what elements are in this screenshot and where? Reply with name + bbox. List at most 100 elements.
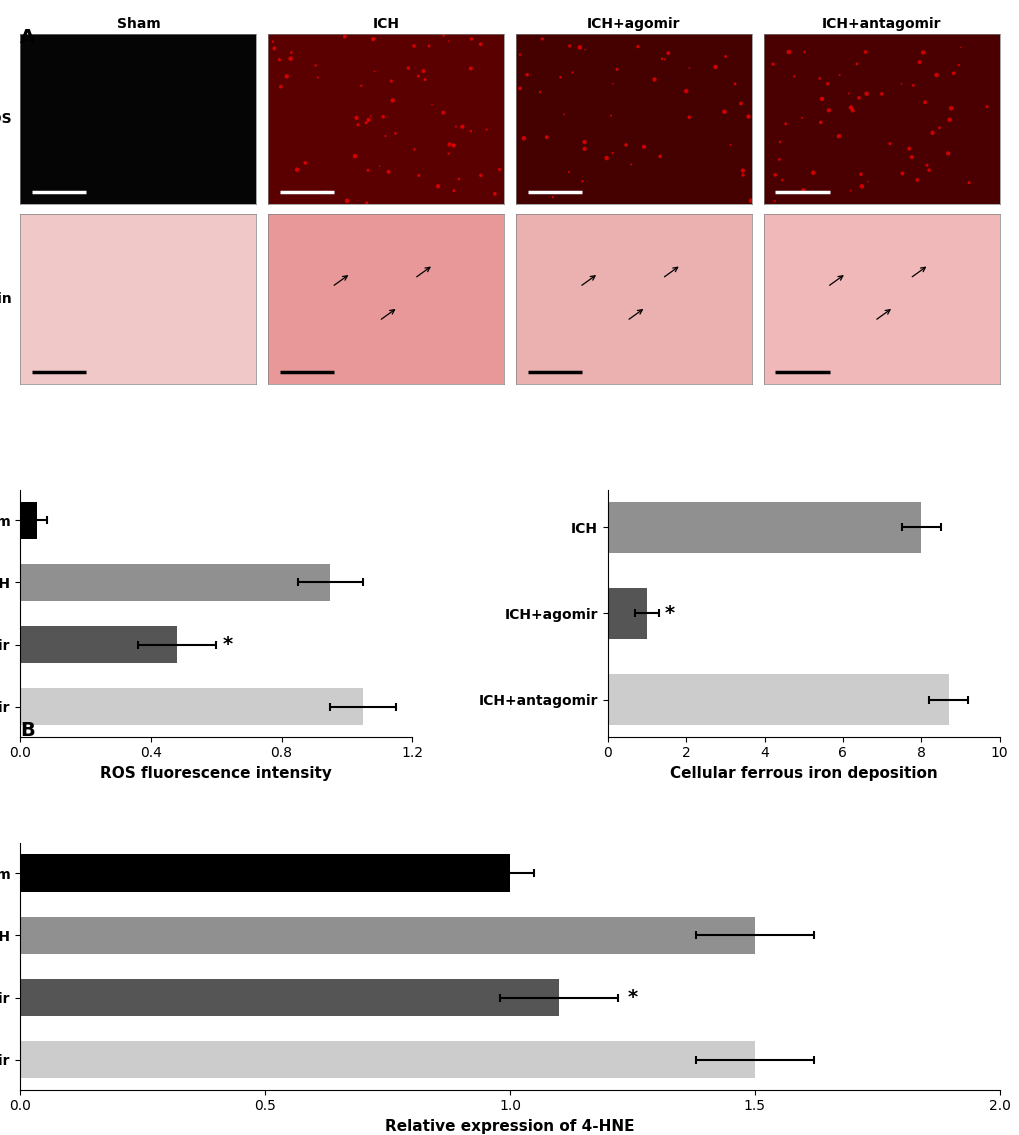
Point (903, 148, 919, 166)
Point (734, 166, 750, 184)
Point (447, 117, 464, 135)
Point (715, 102, 732, 120)
Point (978, 98, 995, 116)
Point (410, 67, 426, 85)
Point (417, 70, 433, 89)
Point (307, 57, 323, 75)
Point (278, 67, 294, 85)
Point (904, 76, 920, 94)
Point (571, 39, 587, 57)
Point (463, 123, 479, 141)
Point (519, 66, 535, 84)
Point (852, 166, 868, 184)
Point (918, 157, 934, 175)
Point (893, 75, 909, 93)
Point (960, 174, 976, 192)
Point (440, 32, 457, 50)
Point (651, 148, 667, 166)
Bar (20, 978, 558, 1016)
Point (910, 53, 926, 72)
Point (576, 133, 592, 151)
Point (271, 51, 287, 69)
Point (440, 144, 457, 162)
Title: ICH+agomir: ICH+agomir (587, 17, 680, 32)
Point (927, 66, 944, 84)
Bar (20, 625, 177, 663)
Point (786, 67, 802, 85)
Point (872, 85, 889, 103)
Point (623, 155, 639, 174)
Point (681, 59, 697, 77)
Point (534, 30, 550, 48)
Point (646, 70, 662, 89)
Point (721, 136, 738, 154)
Point (830, 66, 847, 84)
Text: A: A (20, 28, 36, 48)
Point (930, 119, 947, 137)
Point (796, 43, 812, 61)
Point (813, 90, 829, 108)
Point (859, 173, 875, 191)
Point (812, 114, 828, 132)
Text: *: * (222, 636, 232, 654)
Point (734, 161, 750, 179)
X-axis label: ROS fluorescence intensity: ROS fluorescence intensity (100, 766, 332, 781)
Point (406, 37, 422, 56)
X-axis label: Relative expression of 4-HNE: Relative expression of 4-HNE (385, 1119, 634, 1134)
Point (940, 144, 956, 162)
Text: B: B (20, 721, 35, 740)
Point (564, 64, 580, 82)
Point (445, 182, 462, 200)
Point (472, 35, 488, 53)
Point (740, 108, 756, 126)
Point (630, 37, 646, 56)
Point (880, 135, 897, 153)
Point (516, 129, 532, 148)
Point (681, 108, 697, 126)
Point (727, 75, 743, 93)
Point (382, 72, 398, 90)
Point (776, 115, 793, 133)
Point (435, 103, 451, 121)
Point (450, 170, 467, 188)
Point (555, 106, 572, 124)
Point (829, 127, 846, 145)
Point (491, 160, 507, 178)
Bar (607, 502, 920, 553)
Point (818, 75, 835, 93)
Point (478, 120, 494, 138)
Point (820, 101, 837, 119)
Point (618, 136, 634, 154)
Point (773, 171, 790, 190)
Point (561, 36, 578, 54)
Point (770, 150, 787, 168)
Point (359, 194, 375, 212)
Bar (607, 674, 948, 725)
Point (472, 166, 488, 184)
Text: *: * (664, 604, 675, 623)
Point (766, 192, 783, 210)
Point (338, 192, 355, 210)
Point (716, 48, 733, 66)
Point (387, 125, 404, 143)
Point (635, 137, 651, 155)
Point (604, 75, 621, 93)
Point (916, 93, 932, 111)
Point (366, 62, 382, 81)
Point (943, 99, 959, 117)
Point (908, 170, 924, 188)
Point (653, 50, 669, 68)
Point (266, 40, 282, 58)
Point (411, 167, 427, 185)
Point (850, 89, 866, 107)
Point (945, 65, 961, 83)
Point (435, 26, 451, 44)
Point (840, 84, 856, 102)
Point (360, 111, 376, 129)
Point (348, 109, 365, 127)
Point (678, 82, 694, 100)
Point (577, 41, 593, 59)
Point (512, 45, 528, 64)
Point (920, 161, 936, 179)
Point (350, 116, 366, 134)
